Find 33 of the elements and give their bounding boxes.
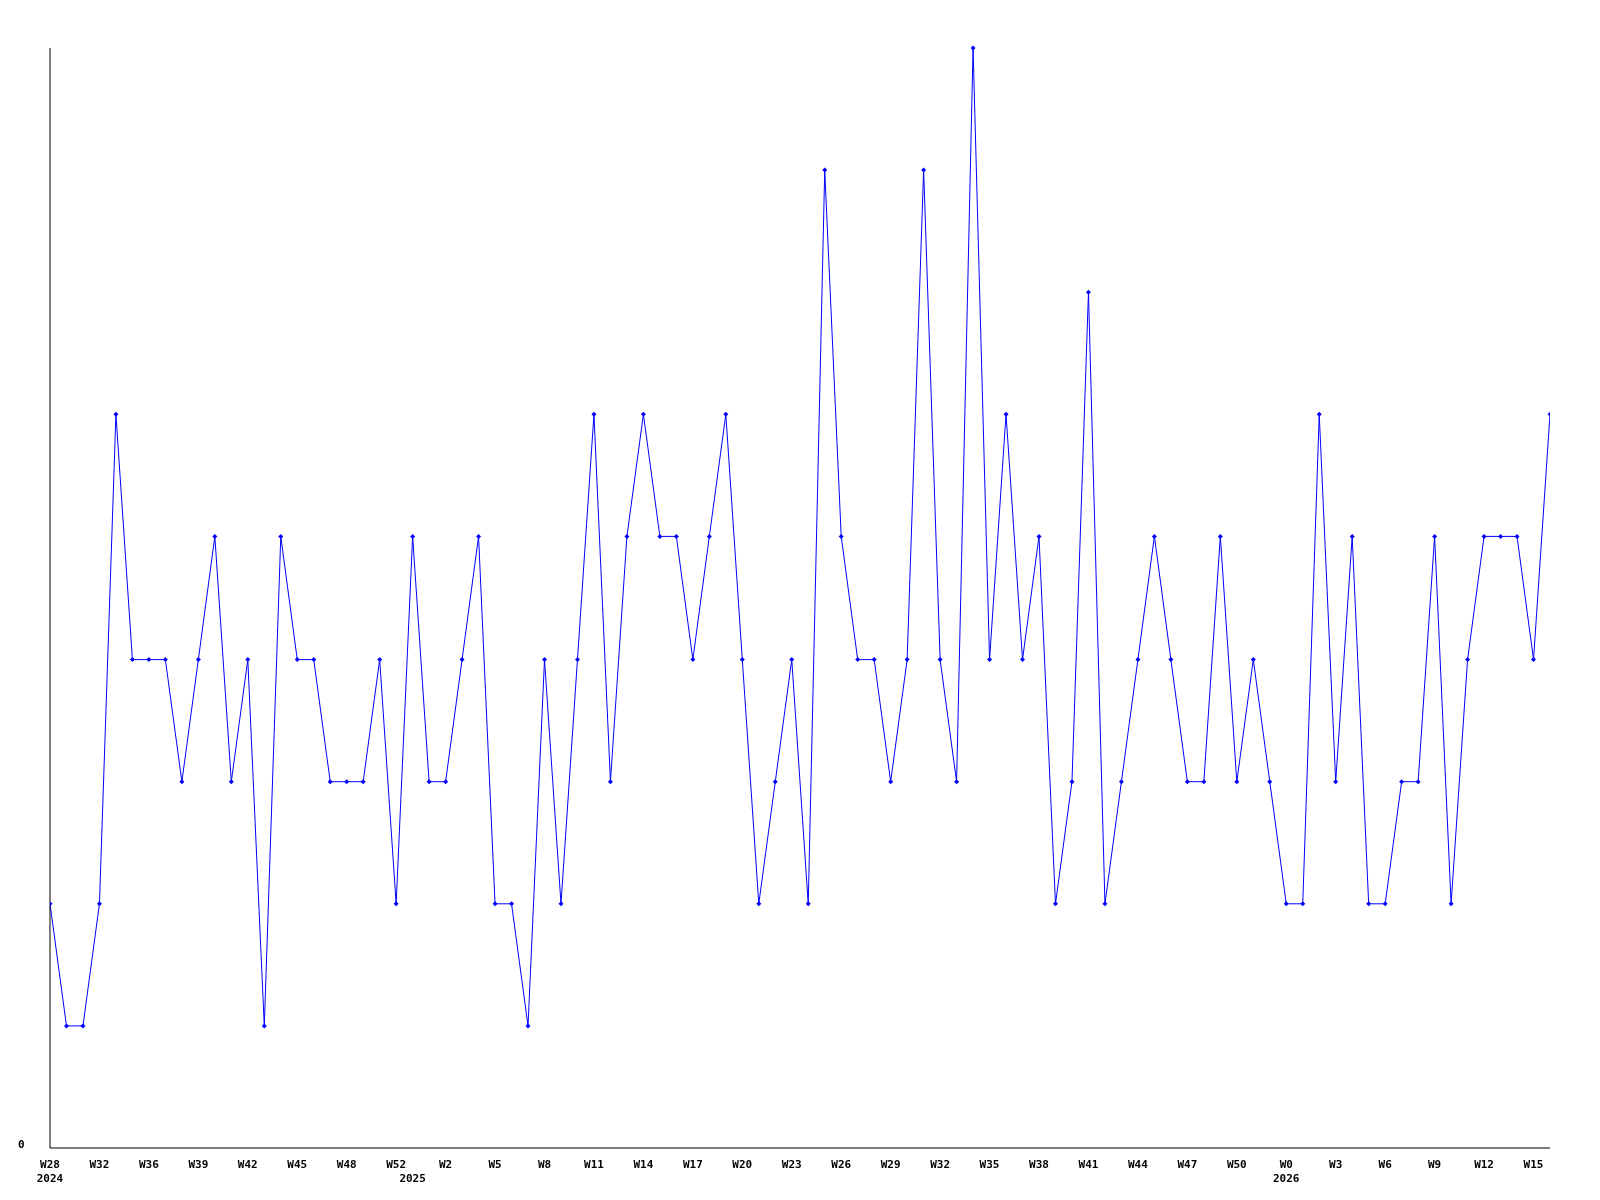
x-tick-label: 2025 [399, 1172, 426, 1185]
x-tick-label: W20 [732, 1158, 753, 1171]
x-tick-label: W0 2026 [1273, 1158, 1300, 1185]
x-tick-label: W5 [488, 1158, 502, 1171]
x-tick-label: W35 [979, 1158, 1000, 1171]
x-tick-label: W28 2024 [36, 1158, 64, 1185]
x-tick-label: W14 [633, 1158, 654, 1171]
x-tick-label: W2 [438, 1158, 453, 1171]
x-tick-label: W48 [336, 1158, 357, 1171]
x-tick-label: W26 [831, 1158, 852, 1171]
x-tick-label: W47 [1177, 1158, 1198, 1171]
x-tick-label: W9 [1427, 1158, 1442, 1171]
x-tick-label: W52 [386, 1158, 407, 1171]
x-tick-label: W11 [584, 1158, 605, 1171]
text: 0 [18, 1138, 25, 1151]
x-tick-label: W38 [1029, 1158, 1049, 1171]
x-tick-label: W23 [781, 1158, 802, 1171]
x-tick-label: W12 [1474, 1158, 1494, 1171]
x-tick-label: W42 [237, 1158, 258, 1171]
x-tick-label: W6 [1378, 1158, 1393, 1171]
x-tick-label: W32 [89, 1158, 110, 1171]
x-tick-label: W36 [138, 1158, 160, 1171]
x-tick-label: W17 [682, 1158, 703, 1171]
x-tick-label: W15 [1523, 1158, 1544, 1171]
x-tick-label: W39 [188, 1158, 209, 1171]
x-tick-label: W32 [930, 1158, 951, 1171]
x-tick-label: W8 [537, 1158, 552, 1171]
x-tick-label: W44 [1127, 1158, 1149, 1171]
x-tick-label: W41 [1078, 1158, 1099, 1171]
x-tick-label: W50 [1226, 1158, 1247, 1171]
x-tick-label: W45 [287, 1158, 308, 1171]
x-tick-label: W3 [1329, 1158, 1343, 1171]
x-tick-label: W29 [880, 1158, 901, 1171]
